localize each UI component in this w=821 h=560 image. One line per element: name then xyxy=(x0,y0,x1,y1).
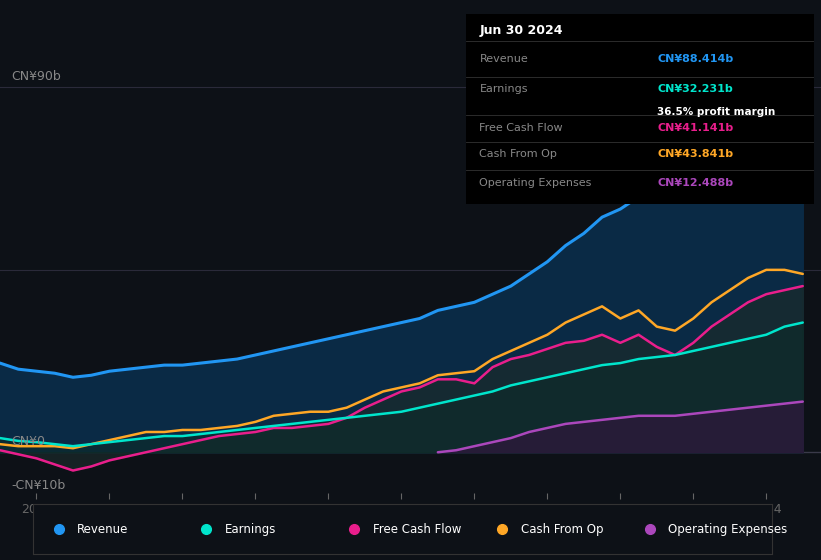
Text: CN¥41.141b: CN¥41.141b xyxy=(658,123,734,133)
Text: Cash From Op: Cash From Op xyxy=(521,522,603,536)
Text: Free Cash Flow: Free Cash Flow xyxy=(479,123,563,133)
Text: 36.5% profit margin: 36.5% profit margin xyxy=(658,108,776,117)
Text: Operating Expenses: Operating Expenses xyxy=(479,178,592,188)
Text: -CN¥10b: -CN¥10b xyxy=(11,479,65,492)
Text: CN¥88.414b: CN¥88.414b xyxy=(658,54,734,64)
Text: CN¥90b: CN¥90b xyxy=(11,71,61,83)
Text: Cash From Op: Cash From Op xyxy=(479,149,557,159)
Text: CN¥43.841b: CN¥43.841b xyxy=(658,149,733,159)
Text: CN¥32.231b: CN¥32.231b xyxy=(658,85,733,95)
Text: Jun 30 2024: Jun 30 2024 xyxy=(479,24,563,36)
Text: CN¥0: CN¥0 xyxy=(11,435,45,448)
Text: Earnings: Earnings xyxy=(479,85,528,95)
Text: Operating Expenses: Operating Expenses xyxy=(668,522,787,536)
Text: Revenue: Revenue xyxy=(479,54,528,64)
Text: CN¥12.488b: CN¥12.488b xyxy=(658,178,733,188)
Text: Earnings: Earnings xyxy=(225,522,277,536)
Text: Free Cash Flow: Free Cash Flow xyxy=(373,522,461,536)
Text: Revenue: Revenue xyxy=(77,522,129,536)
